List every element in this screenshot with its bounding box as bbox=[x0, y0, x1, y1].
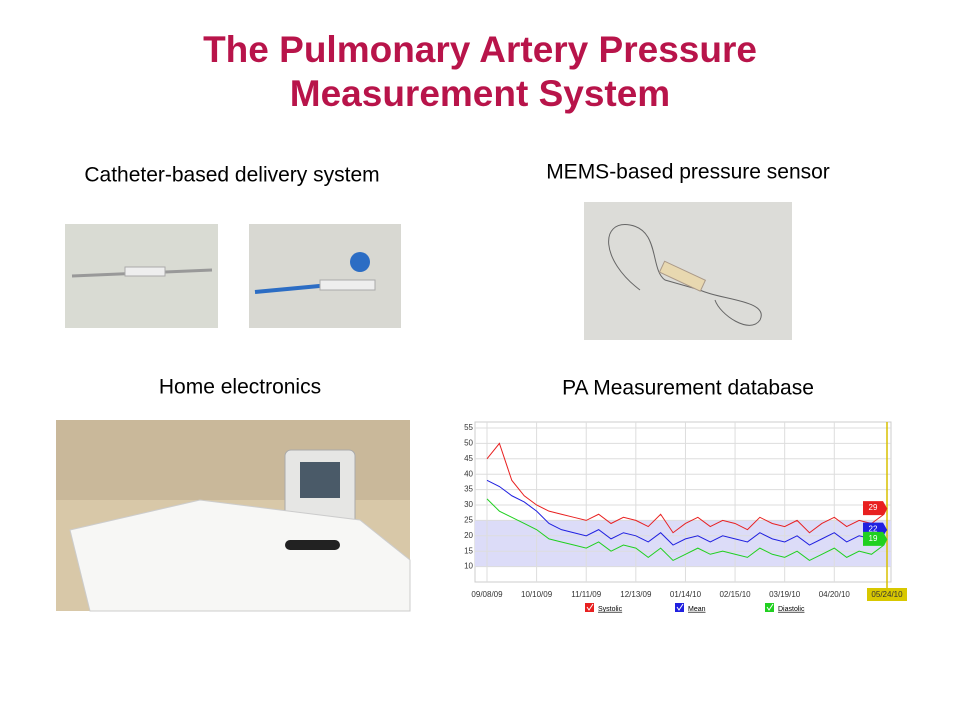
legend-label: Mean bbox=[688, 606, 706, 613]
photo-home bbox=[56, 420, 411, 612]
caption: Catheter-based delivery system bbox=[84, 164, 379, 187]
x-tick-label: 02/15/10 bbox=[719, 590, 751, 599]
legend-checkbox[interactable] bbox=[675, 603, 684, 612]
last-value-label: 22 bbox=[869, 525, 878, 534]
y-tick-label: 40 bbox=[464, 469, 473, 478]
y-tick-label: 10 bbox=[464, 562, 473, 571]
title-line: The Pulmonary Artery Pressure bbox=[203, 29, 757, 70]
caption: PA Measurement database bbox=[562, 377, 814, 400]
x-tick-label: 03/19/10 bbox=[769, 590, 801, 599]
legend-check bbox=[676, 603, 684, 611]
title-line: Measurement System bbox=[290, 73, 670, 114]
current-date-box bbox=[867, 588, 907, 601]
target-band bbox=[475, 520, 891, 567]
y-tick-label: 35 bbox=[464, 485, 473, 494]
caption: MEMS-based pressure sensor bbox=[546, 161, 830, 184]
photo-catheter bbox=[65, 224, 218, 328]
legend-checkbox[interactable] bbox=[585, 603, 594, 612]
y-tick-label: 20 bbox=[464, 531, 473, 540]
legend-label: Systolic bbox=[598, 606, 623, 613]
legend-label: Diastolic bbox=[778, 606, 805, 613]
photo-sensor bbox=[584, 202, 792, 340]
last-value-flag bbox=[863, 501, 887, 516]
last-value-label: 29 bbox=[869, 503, 878, 512]
x-tick-label: 10/10/09 bbox=[521, 590, 553, 599]
x-tick-label: 09/08/09 bbox=[471, 590, 503, 599]
x-tick-label: 01/14/10 bbox=[670, 590, 702, 599]
chart: 10 15 20 25 30 35 40 45 50 55 09/08/09 10/10/09 11/1… bbox=[464, 421, 907, 613]
last-value-flag bbox=[863, 531, 887, 546]
photo-handle bbox=[249, 224, 401, 328]
legend-check bbox=[586, 603, 594, 611]
series-line bbox=[486, 498, 888, 562]
caption: Home electronics bbox=[159, 376, 321, 399]
legend-checkbox[interactable] bbox=[765, 603, 774, 612]
series-line bbox=[486, 442, 888, 534]
y-tick-label: 55 bbox=[464, 423, 473, 432]
y-tick-label: 30 bbox=[464, 500, 473, 509]
y-tick-label: 50 bbox=[464, 439, 473, 448]
y-tick-label: 25 bbox=[464, 516, 473, 525]
y-tick-label: 45 bbox=[464, 454, 473, 463]
last-value-label: 19 bbox=[869, 534, 878, 543]
x-tick-label: 05/24/10 bbox=[871, 590, 903, 599]
series-line bbox=[486, 479, 888, 546]
x-tick-label: 11/11/09 bbox=[571, 590, 602, 599]
x-tick-label: 04/20/10 bbox=[819, 590, 851, 599]
legend-check bbox=[766, 603, 774, 611]
x-tick-label: 12/13/09 bbox=[620, 590, 652, 599]
y-tick-label: 15 bbox=[464, 546, 473, 555]
